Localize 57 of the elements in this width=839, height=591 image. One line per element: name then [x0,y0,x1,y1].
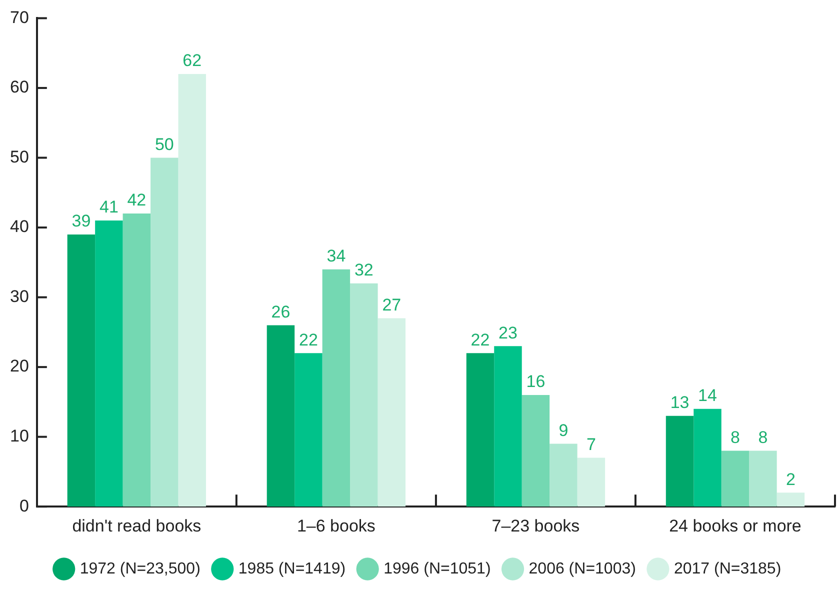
data-label: 9 [558,420,568,440]
x-tick-label: 7–23 books [492,516,580,536]
legend-label: 2017 (N=3185) [674,560,782,578]
legend-label: 1996 (N=1051) [384,560,491,578]
bar [494,346,522,507]
y-tick-label: 10 [10,426,29,446]
bar [721,450,750,507]
bar [266,325,295,507]
y-tick-label: 70 [10,8,29,27]
y-tick-label: 30 [10,286,29,306]
data-label: 41 [99,198,118,217]
legend-label: 2006 (N=1003) [528,560,636,578]
data-label: 34 [326,246,346,266]
bar [577,458,606,507]
y-tick-label: 50 [10,147,29,166]
bar [294,353,322,507]
data-label: 26 [271,302,290,322]
bar [122,214,151,507]
bar [350,283,378,507]
data-label: 27 [382,295,402,314]
legend-label: 1985 (N=1419) [238,560,346,578]
data-label: 14 [698,386,717,406]
x-tick-label: 24 books or more [669,516,802,536]
data-label: 22 [299,330,318,350]
data-label: 50 [154,134,174,154]
data-label: 2 [786,470,796,489]
bar [466,353,494,507]
data-label: 7 [586,434,596,454]
data-label: 13 [670,393,690,412]
data-label: 8 [758,428,768,447]
data-label: 39 [72,212,91,231]
data-label: 23 [498,323,518,342]
bar [694,408,722,507]
bar [378,318,406,507]
bar [67,234,96,507]
legend-label: 1972 (N=23,500) [80,560,200,578]
x-tick-label: 1–6 books [296,516,376,536]
bar [95,220,123,507]
data-label: 42 [127,190,146,210]
y-tick-label: 40 [10,217,29,236]
data-label: 22 [470,330,490,350]
bar [322,269,350,507]
y-tick-label: 0 [19,496,29,516]
data-label: 62 [182,51,202,70]
y-tick-label: 60 [10,78,29,97]
bar [776,492,805,507]
bar [522,394,550,507]
bar [550,444,578,507]
bar [150,158,178,507]
x-tick-label: didn't read books [72,516,202,536]
bar [178,74,206,507]
data-label: 8 [730,428,740,447]
data-label: 32 [354,260,374,280]
bar [749,450,777,507]
y-tick-label: 20 [10,356,29,376]
data-label: 16 [526,372,546,392]
bar [666,416,694,507]
